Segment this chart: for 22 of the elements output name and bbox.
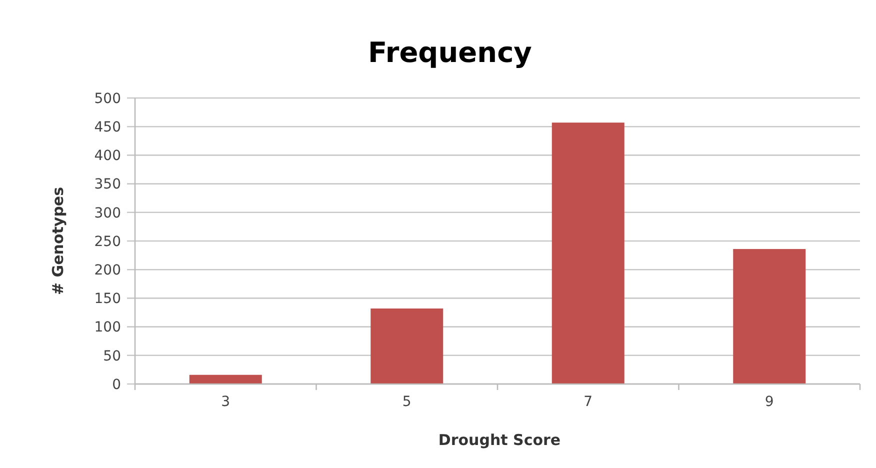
chart-title: Frequency	[368, 36, 532, 69]
y-tick-label: 350	[94, 176, 121, 193]
x-tick-label: 5	[402, 394, 412, 410]
bar	[733, 249, 806, 384]
y-tick-label: 50	[103, 348, 121, 364]
bar	[370, 308, 444, 384]
bar	[552, 122, 624, 384]
y-tick-label: 500	[94, 90, 121, 107]
y-tick-label: 450	[94, 120, 121, 136]
y-tick-label: 150	[94, 291, 121, 308]
y-tick-label: 100	[94, 320, 121, 336]
x-tick-label: 9	[764, 394, 774, 410]
y-tick-label: 0	[112, 376, 121, 393]
y-tick-label: 200	[94, 262, 121, 278]
x-axis-title: Drought Score	[438, 431, 561, 449]
y-axis-title: # Genotypes	[49, 186, 67, 296]
x-tick-label: 3	[221, 394, 230, 410]
y-tick-label: 250	[94, 234, 121, 250]
y-tick-label: 300	[94, 205, 121, 222]
x-tick-label: 7	[584, 394, 593, 410]
bar	[189, 374, 262, 384]
y-tick-label: 400	[94, 148, 121, 164]
